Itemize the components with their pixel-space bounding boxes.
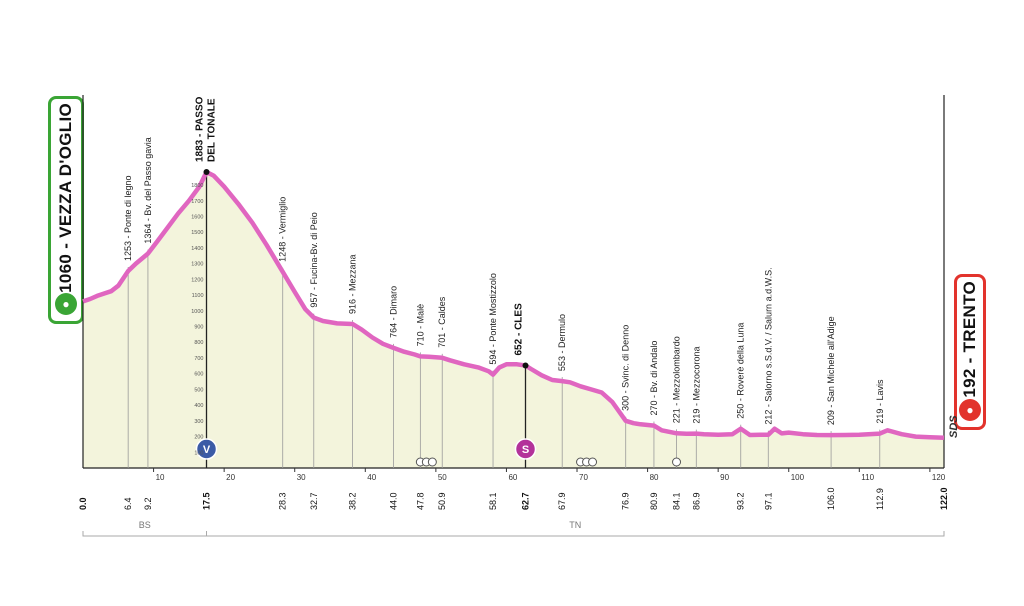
place-label: 219 - Lavis: [875, 379, 885, 424]
profile-line: [82, 169, 945, 441]
elevation-tick-label: 800: [194, 340, 203, 346]
elevation-tick-label: 1100: [192, 293, 204, 299]
x-tick-label: 80: [650, 473, 659, 482]
place-label: 219 - Mezzocorona: [691, 347, 701, 424]
elevation-tick-label: 200: [194, 435, 203, 441]
distance-label: 50.9: [437, 492, 447, 510]
elevation-tick-label: 1300: [191, 262, 203, 268]
place-label: 212 - Salorno s.S.d.V. / Salurn a.d.W.S.: [763, 267, 773, 424]
elevation-tick-label: 1400: [191, 246, 203, 252]
elevation-tick-label: 1700: [191, 199, 203, 205]
distance-label: 47.8: [415, 492, 425, 510]
elevation-tick-label: 1500: [191, 230, 203, 236]
place-label: 553 - Dermulo: [557, 314, 567, 371]
finish-badge: 192 - TRENTO ●: [954, 274, 986, 430]
region-label: BS: [139, 520, 151, 530]
distance-label: 80.9: [649, 492, 659, 510]
start-badge: 1060 - VEZZA D'OGLIO ●: [48, 96, 84, 324]
region-bracket: [82, 531, 208, 537]
x-tick-label: 20: [226, 473, 235, 482]
region-label: TN: [569, 520, 581, 530]
x-tick-label: 50: [438, 473, 447, 482]
profile-area: [83, 172, 944, 468]
bold-place-label: 1883 - PASSO: [195, 96, 206, 162]
icon-letter: S: [522, 444, 529, 456]
elevation-tick-label: 1000: [191, 309, 203, 315]
distance-label: 17.5: [202, 492, 212, 510]
distance-label: 86.9: [691, 492, 701, 510]
kom-icon: [195, 438, 218, 460]
x-tick-label: 90: [720, 473, 729, 482]
distance-label: 28.3: [278, 492, 288, 510]
elevation-tick-label: 1200: [191, 277, 203, 283]
distance-label: 62.7: [520, 492, 530, 510]
elevation-tick-label: 100: [194, 450, 203, 456]
distance-label: 6.4: [123, 497, 133, 510]
distance-label: 76.9: [621, 492, 631, 510]
distance-label: 58.1: [488, 492, 498, 510]
x-tick-label: 120: [932, 473, 946, 482]
road-feature-icon: [672, 457, 682, 467]
bold-place-label: 652 - CLES: [513, 303, 524, 356]
elevation-tick-label: 1600: [191, 214, 203, 220]
x-tick-label: 30: [297, 473, 306, 482]
elevation-tick-label: 900: [194, 325, 203, 331]
distance-label: 112.9: [875, 488, 885, 510]
x-tick-label: 10: [156, 473, 165, 482]
distance-label: 84.1: [672, 492, 682, 510]
road-feature-icon: [427, 457, 437, 467]
place-label: 764 - Dimaro: [389, 286, 399, 338]
elevation-tick-label: 1800: [191, 183, 203, 189]
place-label: 221 - Mezzolombardo: [672, 336, 682, 423]
place-label: 957 - Fucina-Bv. di Peio: [309, 212, 319, 307]
x-tick-label: 60: [508, 473, 517, 482]
place-label: 250 - Roverè della Luna: [736, 323, 746, 419]
elevation-tick-label: 700: [194, 356, 203, 362]
distance-label: 32.7: [309, 492, 319, 510]
summit-point: [203, 169, 210, 175]
place-label: 710 - Malè: [415, 304, 425, 347]
distance-label: 38.2: [348, 492, 358, 510]
distance-label: 97.1: [763, 492, 773, 510]
sprint-icon: [514, 438, 537, 460]
distance-label: 93.2: [736, 492, 746, 510]
place-label: 209 - San Michele all'Adige: [826, 316, 836, 425]
place-label: 270 - Bv. di Andalo: [649, 341, 659, 416]
region-bracket: [206, 531, 945, 537]
road-feature-icon: [588, 457, 598, 467]
icon-letter: V: [203, 444, 211, 456]
place-label: 1248 - Vermiglio: [278, 197, 288, 262]
place-label: 1253 - Ponte di legno: [123, 175, 133, 261]
elevation-tick-label: 500: [194, 387, 203, 393]
place-label: 701 - Caldes: [437, 296, 447, 348]
distance-label: 106.0: [826, 487, 836, 510]
distance-label: 67.9: [557, 492, 567, 510]
summit-point: [522, 362, 529, 369]
distance-label: 0.0: [78, 497, 88, 510]
cyclist-icon: ●: [959, 399, 981, 421]
distance-label: 122.0: [939, 487, 949, 510]
elevation-tick-label: 400: [194, 403, 203, 409]
elevation-tick-label: 600: [194, 372, 203, 378]
bold-place-label: DEL TONALE: [207, 98, 218, 162]
distance-label: 9.2: [143, 497, 153, 510]
x-tick-label: 110: [861, 473, 874, 482]
x-tick-label: 40: [367, 473, 376, 482]
place-label: 300 - Svinc. di Denno: [621, 325, 631, 411]
elevation-tick-label: 300: [194, 419, 203, 425]
place-label: 1364 - Bv. del Passo gavia: [143, 137, 153, 243]
x-tick-label: 70: [579, 473, 588, 482]
place-label: 916 - Mezzana: [348, 254, 358, 314]
cyclist-icon: ●: [55, 293, 77, 315]
x-tick-label: 100: [791, 473, 805, 482]
distance-label: 44.0: [389, 492, 399, 510]
place-label: 594 - Ponte Mostizzolo: [488, 273, 498, 365]
